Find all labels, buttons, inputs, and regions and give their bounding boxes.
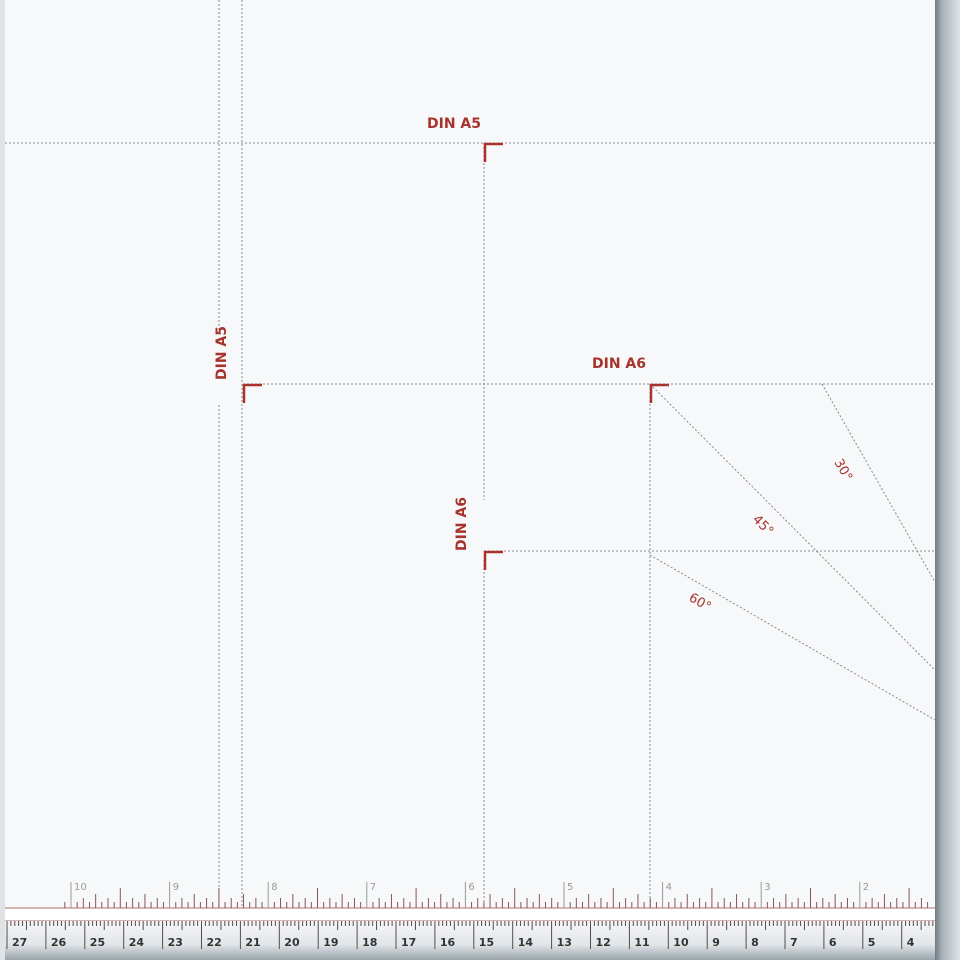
inch-label: 7 <box>370 882 376 893</box>
corner-mark-a6 <box>649 383 669 403</box>
cm-label: 13 <box>557 936 572 949</box>
corner-mark-a5 <box>483 142 503 162</box>
din-a5-label: DIN A5 <box>427 116 481 132</box>
diagonal-45 <box>649 383 936 671</box>
cm-label: 10 <box>673 936 689 949</box>
cm-label: 14 <box>518 936 534 949</box>
cm-label: 17 <box>401 936 416 949</box>
cutting-rail[interactable] <box>935 0 960 960</box>
cm-label: 21 <box>245 936 260 949</box>
inch-label: 8 <box>271 882 277 893</box>
cm-label: 15 <box>479 936 494 949</box>
cm-label: 18 <box>362 936 377 949</box>
cm-label: 9 <box>712 936 720 949</box>
cm-label: 22 <box>207 936 222 949</box>
inch-label: 2 <box>863 882 869 893</box>
cm-label: 24 <box>129 936 145 949</box>
inch-label: 4 <box>666 882 672 893</box>
cm-label: 12 <box>596 936 611 949</box>
cm-label: 11 <box>634 936 649 949</box>
cm-label: 20 <box>284 936 300 949</box>
inch-label: 3 <box>764 882 770 893</box>
left-edge <box>0 0 5 960</box>
din-a6-vertical-label: DIN A6 <box>454 497 470 551</box>
ruler: 10 9 8 7 6 5 4 3 2 27 26 25 24 23 22 21 20 19 18 17 16 15 14 13… <box>5 882 935 960</box>
cm-label: 25 <box>90 936 105 949</box>
din-a5-vertical-label: DIN A5 <box>214 326 230 380</box>
cm-label: 7 <box>790 936 798 949</box>
din-a6-label: DIN A6 <box>592 356 646 372</box>
diagonal-30 <box>821 383 936 583</box>
cm-strip <box>5 921 935 960</box>
inch-label: 6 <box>468 882 474 893</box>
inch-label: 10 <box>74 882 87 893</box>
cm-label: 19 <box>323 936 338 949</box>
corner-mark-a5-left <box>242 383 262 403</box>
cm-label: 5 <box>868 936 876 949</box>
cm-label: 27 <box>12 936 27 949</box>
inch-label: 9 <box>173 882 179 893</box>
cm-label: 23 <box>168 936 183 949</box>
guide-lines <box>5 0 936 920</box>
ruler-gap <box>5 908 935 920</box>
cm-label: 8 <box>751 936 759 949</box>
corner-marks <box>242 142 669 570</box>
corner-mark-a6-lower <box>483 550 503 570</box>
diagonal-60 <box>649 554 936 721</box>
cm-label: 6 <box>829 936 837 949</box>
cm-label: 16 <box>440 936 456 949</box>
inch-label: 5 <box>567 882 573 893</box>
cm-label: 4 <box>907 936 915 949</box>
cm-label: 26 <box>51 936 67 949</box>
